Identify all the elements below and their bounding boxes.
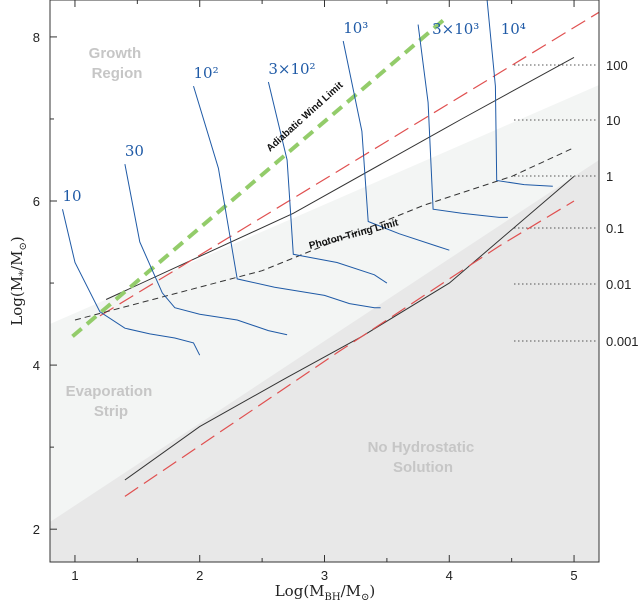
- curve-label: 3×10²: [268, 60, 315, 78]
- curve-label: 30: [125, 142, 144, 160]
- right-axis-label: 0.01: [606, 277, 631, 292]
- curve-label: 10²: [193, 64, 218, 82]
- upper-red-dash-line: [99, 11, 599, 317]
- right-axis-label: 0.001: [606, 334, 639, 349]
- no-hydrostatic-label: No Hydrostatic Solution: [368, 439, 479, 476]
- mass-curve: [124, 164, 288, 336]
- y-axis-title-close: ): [8, 236, 26, 242]
- right-axis-label: 0.1: [606, 221, 624, 236]
- x-axis-title-sub: BH: [325, 592, 341, 603]
- evaporation-strip-line-1: Evaporation: [66, 383, 153, 400]
- upper-solid-line: [105, 56, 575, 300]
- right-axis-label: 10: [606, 113, 620, 128]
- y-axis-title-rest: /M: [8, 251, 26, 271]
- lower-red-dash-line: [124, 200, 575, 497]
- x-axis-title: Log(MBH/M⊙): [275, 582, 376, 603]
- y-tick-label: 8: [33, 30, 40, 45]
- x-tick-label: 2: [196, 568, 203, 583]
- curve-label: 3×10³: [432, 20, 479, 38]
- curve-labels: 10 30 10² 3×10² 10³ 3×10³ 10⁴: [62, 19, 525, 205]
- y-axis-title-sub: *: [18, 271, 29, 276]
- right-axis-label: 1: [606, 169, 613, 184]
- reference-lines: [71, 11, 599, 497]
- x-axis-title-close: ): [369, 582, 375, 600]
- right-axis-labels: 100 10 1 0.1 0.01 0.001: [606, 58, 639, 349]
- curve-label: 10⁴: [501, 20, 526, 38]
- curve-label: 10: [62, 187, 81, 205]
- growth-region-line-1: Growth: [89, 45, 142, 62]
- growth-region-label: Growth Region: [89, 45, 146, 82]
- no-hydrostatic-line-2: Solution: [393, 459, 453, 476]
- mass-curve: [342, 40, 450, 251]
- x-axis-title-sun: ⊙: [361, 592, 369, 603]
- no-hydrostatic-line-1: No Hydrostatic: [368, 439, 475, 456]
- mass-curve: [62, 209, 201, 356]
- x-tick-label: 3: [321, 568, 328, 583]
- adiabatic-wind-line: [71, 18, 445, 338]
- x-axis-title-main: Log(M: [275, 582, 325, 600]
- curve-label: 10³: [343, 19, 368, 37]
- y-tick-label: 4: [33, 358, 40, 373]
- evaporation-strip-line-2: Strip: [94, 403, 128, 420]
- mass-curve: [486, 0, 553, 187]
- axis-ticks: [50, 0, 575, 562]
- x-tick-label: 5: [570, 568, 577, 583]
- photon-tiring-dash-line: [74, 147, 575, 321]
- growth-region-line-2: Region: [92, 65, 143, 82]
- x-axis-title-rest: /M: [341, 582, 361, 600]
- mass-curve: [417, 24, 508, 218]
- mass-curve: [267, 81, 388, 284]
- right-axis-label: 100: [606, 58, 628, 73]
- y-tick-label: 6: [33, 194, 40, 209]
- mass-curve: [193, 85, 381, 309]
- x-tick-label: 1: [71, 568, 78, 583]
- y-axis-title-sun: ⊙: [18, 242, 29, 250]
- y-axis-title-main: Log(M: [8, 276, 26, 326]
- x-tick-label: 4: [446, 568, 453, 583]
- mass-curves: [62, 0, 553, 356]
- evaporation-strip-label: Evaporation Strip: [66, 383, 157, 420]
- axis-tick-labels: 1 2 3 4 5 2 4 6 8: [33, 30, 578, 583]
- y-axis-title: Log(M*/M⊙): [8, 236, 29, 325]
- y-tick-label: 2: [33, 522, 40, 537]
